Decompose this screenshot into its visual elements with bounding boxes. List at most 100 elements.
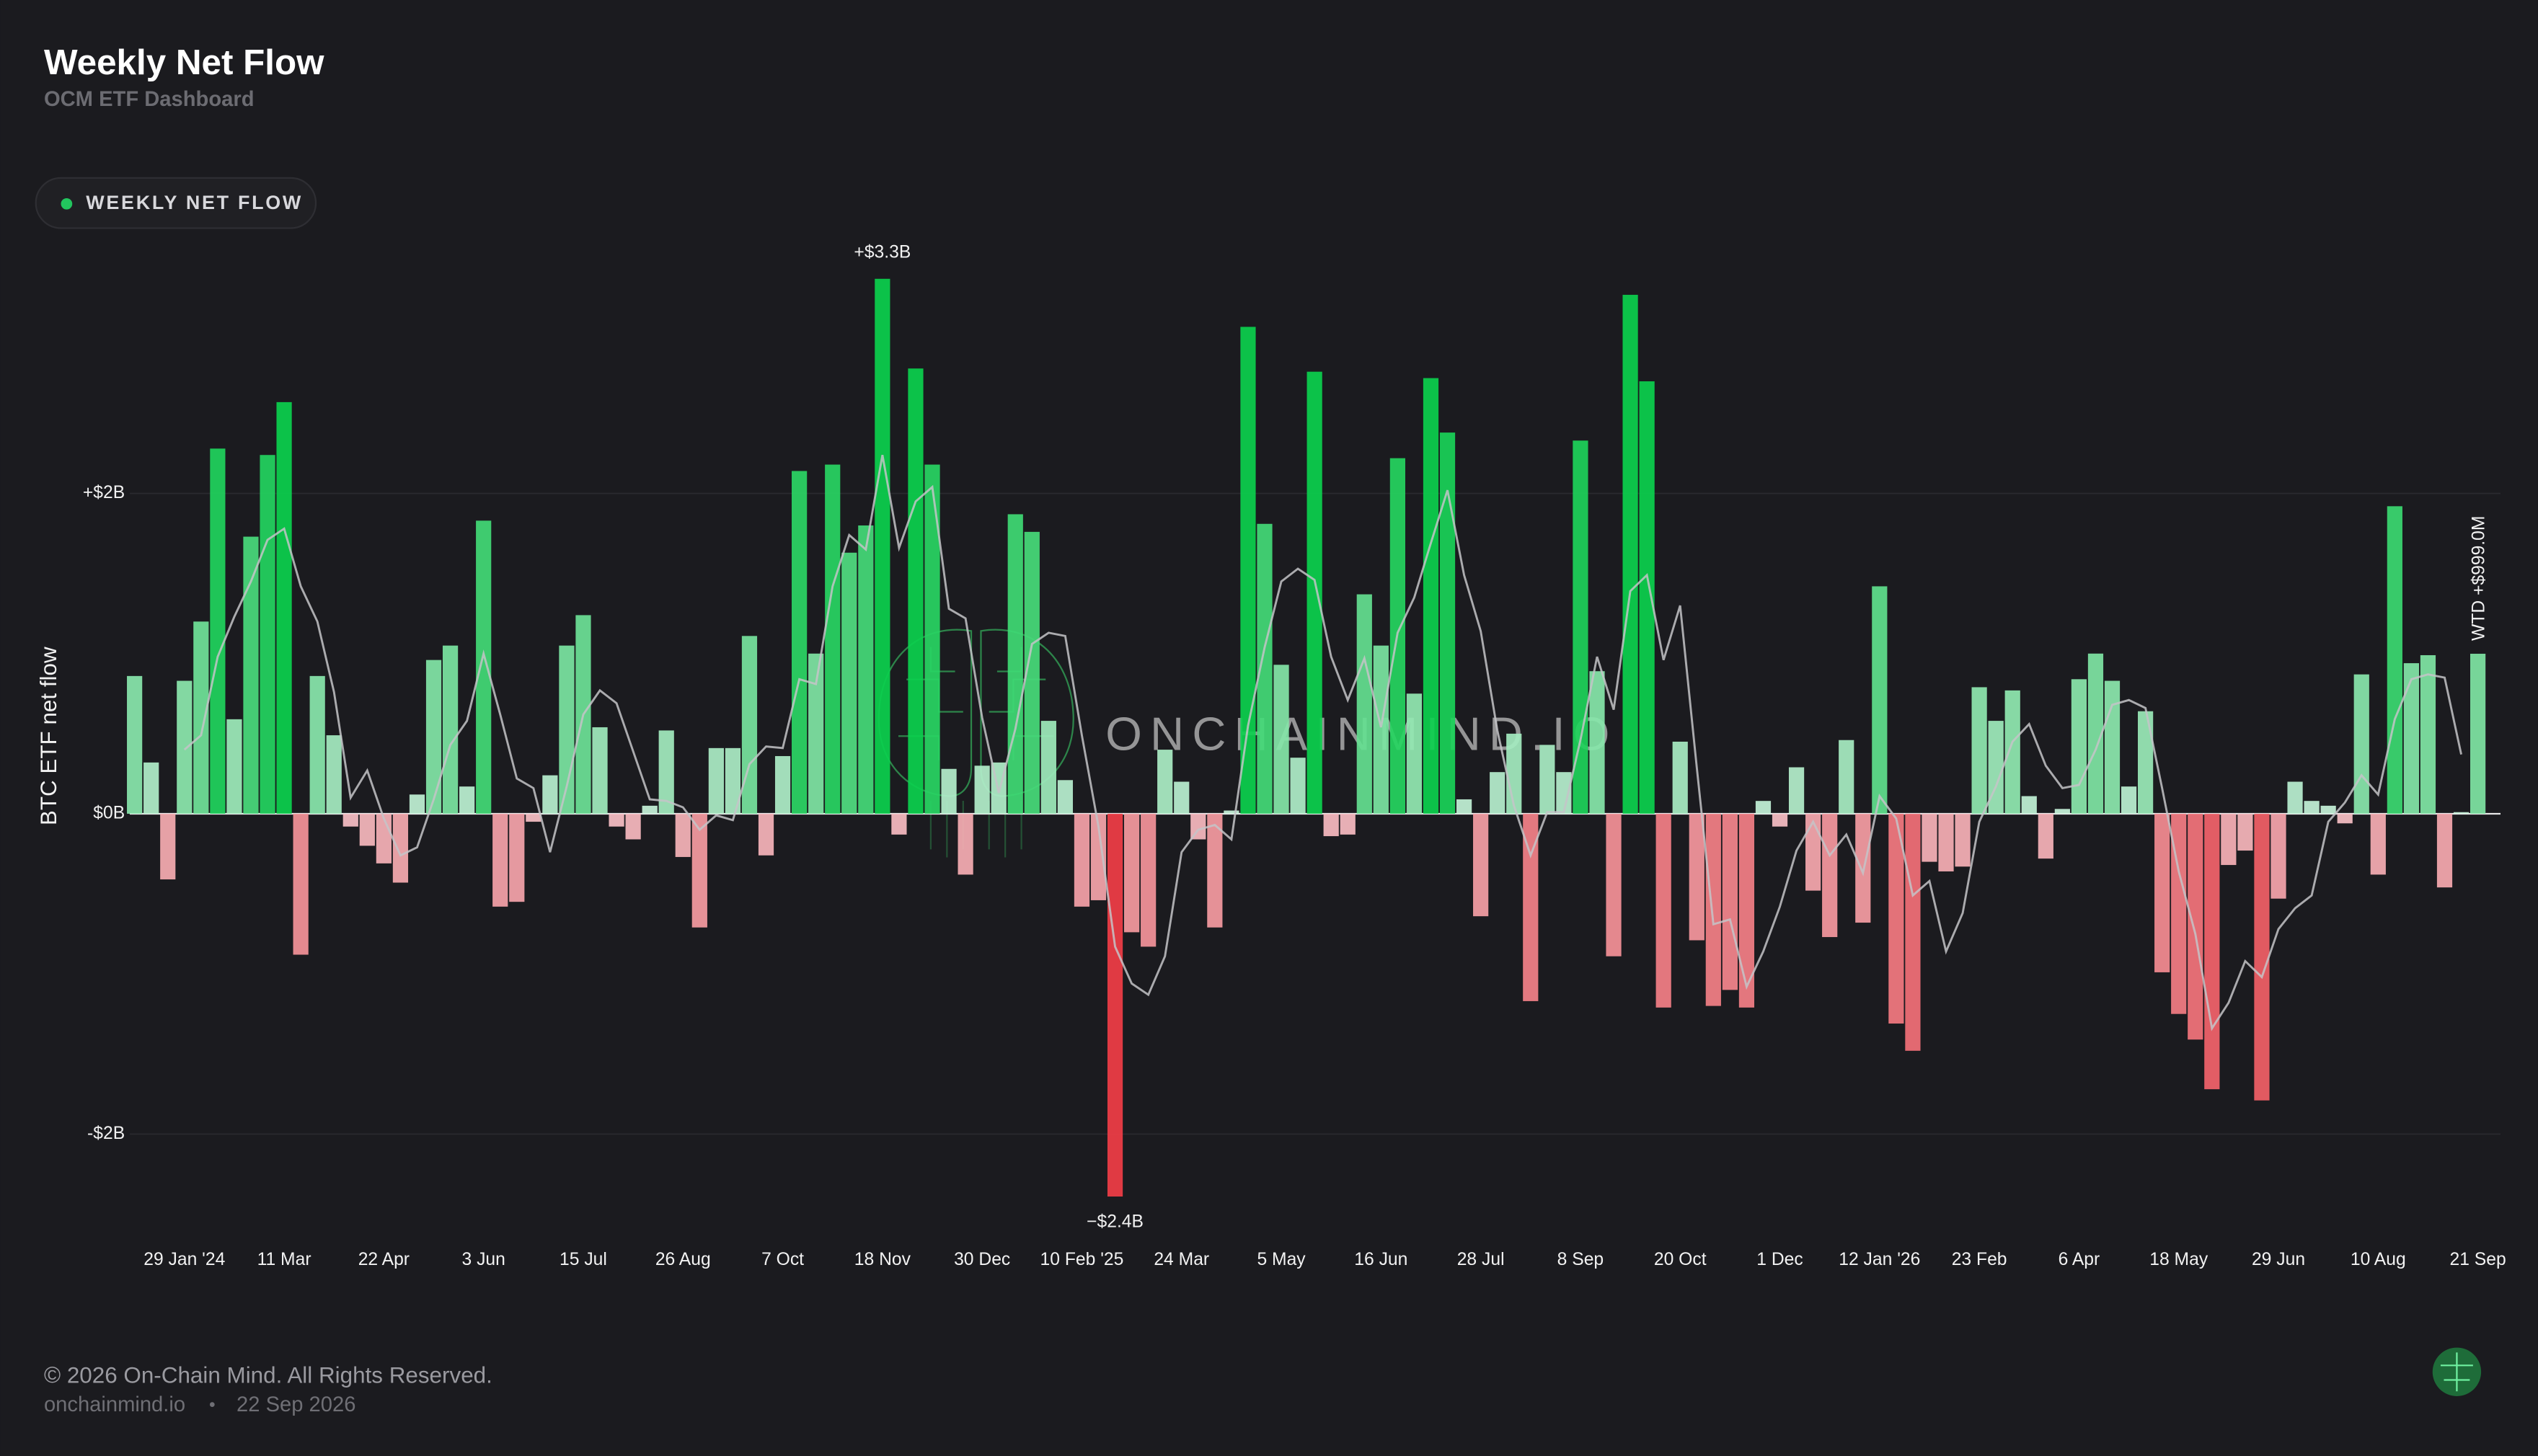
y-tick-label: -$2B [87, 1124, 125, 1143]
legend-label: WEEKLY NET FLOW [86, 192, 303, 213]
bar [243, 536, 259, 814]
site: onchainmind.io [44, 1393, 185, 1416]
bar [1406, 693, 1423, 814]
bar [2436, 813, 2453, 888]
bar [2254, 813, 2270, 1101]
bar [425, 660, 442, 814]
bar [526, 813, 541, 822]
bar [1024, 531, 1040, 814]
y-axis-label: BTC ETF net flow [36, 647, 61, 825]
legend-swatch [61, 197, 73, 210]
x-tick-label: 29 Jan '24 [143, 1250, 225, 1269]
bar [1606, 813, 1622, 956]
bar [908, 368, 924, 814]
x-tick-label: 22 Apr [358, 1250, 410, 1269]
x-tick-label: 24 Mar [1154, 1250, 1209, 1269]
bar [1439, 432, 1456, 814]
bar [658, 730, 674, 814]
bar [1772, 813, 1788, 827]
bar [691, 813, 707, 928]
bar [1872, 586, 1888, 814]
bar [774, 755, 791, 814]
bar [725, 747, 741, 814]
bar [442, 645, 459, 814]
bar [2138, 711, 2154, 814]
bar [758, 813, 774, 856]
bar [1257, 523, 1273, 814]
bar [1672, 741, 1688, 814]
bar [1888, 813, 1904, 1024]
legend-box [35, 177, 317, 229]
bar [1622, 295, 1638, 814]
bar [2320, 805, 2336, 814]
title: Weekly Net Flow [44, 43, 324, 82]
bar [1573, 440, 1588, 814]
bar [542, 775, 558, 814]
bar [177, 680, 193, 814]
bar [2204, 813, 2220, 1090]
plot: -$2B $0B +$2B 29 Jan '24 11 Mar 22 Apr 3 Jun 15… [83, 242, 2506, 1269]
bar [160, 813, 176, 880]
bar [1007, 514, 1023, 814]
bar [1639, 381, 1655, 814]
corner-logo [2432, 1347, 2482, 1396]
bar [958, 813, 973, 875]
bar [1290, 758, 1306, 814]
x-tick-label: 8 Sep [1557, 1250, 1604, 1269]
bar [1141, 813, 1157, 947]
separator: • [209, 1395, 216, 1415]
bar [143, 762, 159, 814]
bar [1839, 740, 1854, 814]
y-tick-label: +$2B [83, 483, 125, 502]
bar [1456, 799, 1472, 814]
bar [2038, 813, 2053, 859]
x-tick-label: 7 Oct [761, 1250, 804, 1269]
bar [2304, 801, 2320, 814]
bar [1356, 594, 1372, 814]
bar [1822, 813, 1838, 938]
bar [2271, 813, 2286, 899]
bar [1539, 745, 1555, 814]
bar [1955, 813, 1971, 867]
bar [675, 813, 691, 857]
bar [1340, 813, 1356, 835]
bar [1107, 813, 1123, 1197]
bar [1556, 772, 1572, 814]
bar [476, 520, 492, 814]
bar [891, 813, 907, 835]
x-tick-label: 23 Feb [1952, 1250, 2007, 1269]
bar [2154, 813, 2170, 972]
y-tick-label: $0B [93, 803, 125, 822]
bar [1971, 687, 1987, 814]
bar [2370, 813, 2386, 875]
bar [642, 805, 658, 814]
bar [1689, 813, 1704, 941]
bar [609, 813, 624, 827]
bar [2453, 812, 2470, 814]
bar [2087, 653, 2104, 814]
x-tick-label: 26 Aug [655, 1250, 711, 1269]
bar [625, 813, 641, 840]
bar [1805, 813, 1821, 891]
bar [2470, 653, 2486, 814]
bar [1589, 671, 1605, 814]
date: 22 Sep 2026 [236, 1393, 355, 1416]
bar [276, 401, 292, 814]
bar [1174, 781, 1190, 814]
bar [392, 813, 409, 883]
x-tick-label: 18 May [2149, 1250, 2208, 1269]
subtitle: OCM ETF Dashboard [44, 88, 255, 111]
x-tick-label: 11 Mar [257, 1250, 311, 1269]
bar [2403, 663, 2420, 814]
bar [941, 768, 957, 814]
bar [1938, 813, 1954, 871]
bar [342, 813, 358, 827]
bar [1124, 813, 1140, 933]
bar [1323, 813, 1339, 837]
value-label: WTD +$999.0M [2469, 516, 2488, 641]
bar [2353, 674, 2369, 814]
bar [1040, 721, 1056, 814]
bar [708, 747, 724, 814]
bar [1988, 721, 2004, 814]
